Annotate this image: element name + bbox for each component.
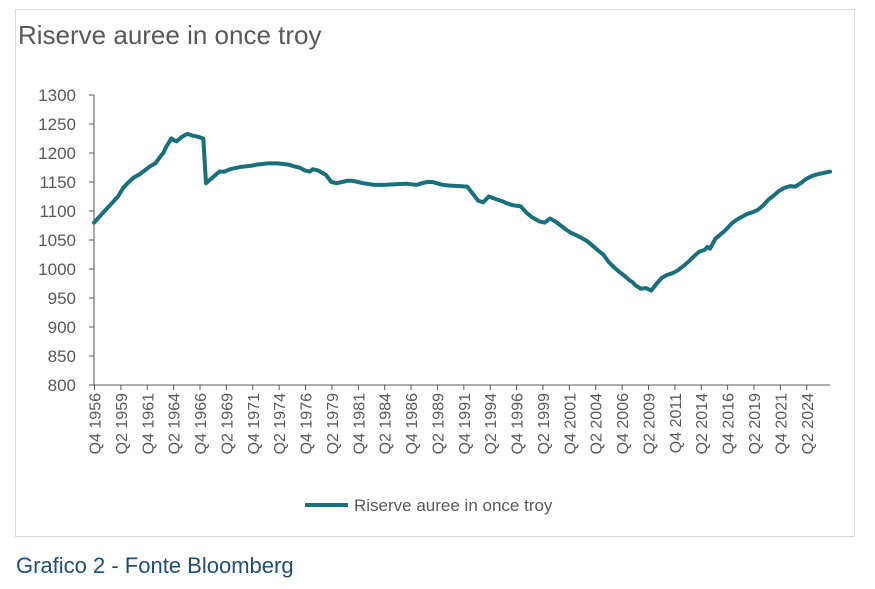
x-tick-label: Q2 1999: [536, 393, 553, 454]
x-tick-label: Q2 2004: [589, 393, 606, 454]
x-tick-label: Q2 2024: [800, 393, 817, 454]
x-tick-label: Q2 2019: [747, 393, 764, 454]
x-tick-label: Q4 1986: [404, 393, 421, 454]
y-axis: 1300 1250 1200 1150 1100 1050 1000 950 900 850 800: [38, 86, 95, 395]
y-tick-label: 800: [48, 376, 76, 395]
x-tick-label: Q2 1964: [167, 393, 184, 454]
legend-label: Riserve auree in once troy: [354, 496, 553, 515]
x-tick-label: Q4 1996: [510, 393, 527, 454]
legend: Riserve auree in once troy: [305, 496, 553, 515]
x-tick-label: Q4 1976: [299, 393, 316, 454]
series-line: [92, 131, 832, 293]
chart-frame: [15, 9, 855, 537]
x-tick-label: Q2 1979: [325, 393, 342, 454]
chart-title: Riserve auree in once troy: [18, 20, 322, 50]
x-tick-label: Q4 1981: [351, 393, 368, 454]
x-tick-label: Q4 1961: [140, 393, 157, 454]
x-tick-label: Q4 1991: [457, 393, 474, 454]
x-tick-label: Q2 2009: [641, 393, 658, 454]
y-tick-label: 1050: [38, 231, 76, 250]
figure-caption: Grafico 2 - Fonte Bloomberg: [16, 553, 294, 578]
x-tick-label: Q4 1971: [246, 393, 263, 454]
x-tick-label: Q2 1974: [272, 393, 289, 454]
x-tick-label: Q4 1966: [193, 393, 210, 454]
y-tick-label: 1300: [38, 86, 76, 105]
y-tick-label: 950: [48, 289, 76, 308]
x-tick-label: Q2 1969: [219, 393, 236, 454]
x-tick-label: Q2 1989: [430, 393, 447, 454]
y-tick-label: 1200: [38, 144, 76, 163]
series-layer: [92, 131, 832, 293]
x-tick-label: Q2 1984: [378, 393, 395, 454]
x-tick-label: Q4 2006: [615, 393, 632, 454]
x-tick-label: Q2 2014: [694, 393, 711, 454]
x-tick-label: Q4 2001: [562, 393, 579, 454]
y-tick-label: 1000: [38, 260, 76, 279]
x-tick-label: Q2 1959: [114, 393, 131, 454]
x-tick-label: Q4 1956: [88, 393, 105, 454]
y-tick-label: 900: [48, 318, 76, 337]
y-tick-label: 1250: [38, 115, 76, 134]
y-tick-label: 1150: [39, 173, 76, 192]
x-tick-label: Q4 2021: [773, 393, 790, 454]
x-tick-label: Q4 2016: [721, 393, 738, 454]
x-tick-label: Q2 1994: [483, 393, 500, 454]
y-tick-label: 1100: [39, 202, 76, 221]
x-tick-label: Q4 2011: [668, 393, 685, 453]
x-axis: Q4 1956 Q2 1959 Q4 1961 Q2 1964 Q4 1966 Q2 19…: [88, 384, 830, 454]
y-tick-label: 850: [48, 347, 76, 366]
